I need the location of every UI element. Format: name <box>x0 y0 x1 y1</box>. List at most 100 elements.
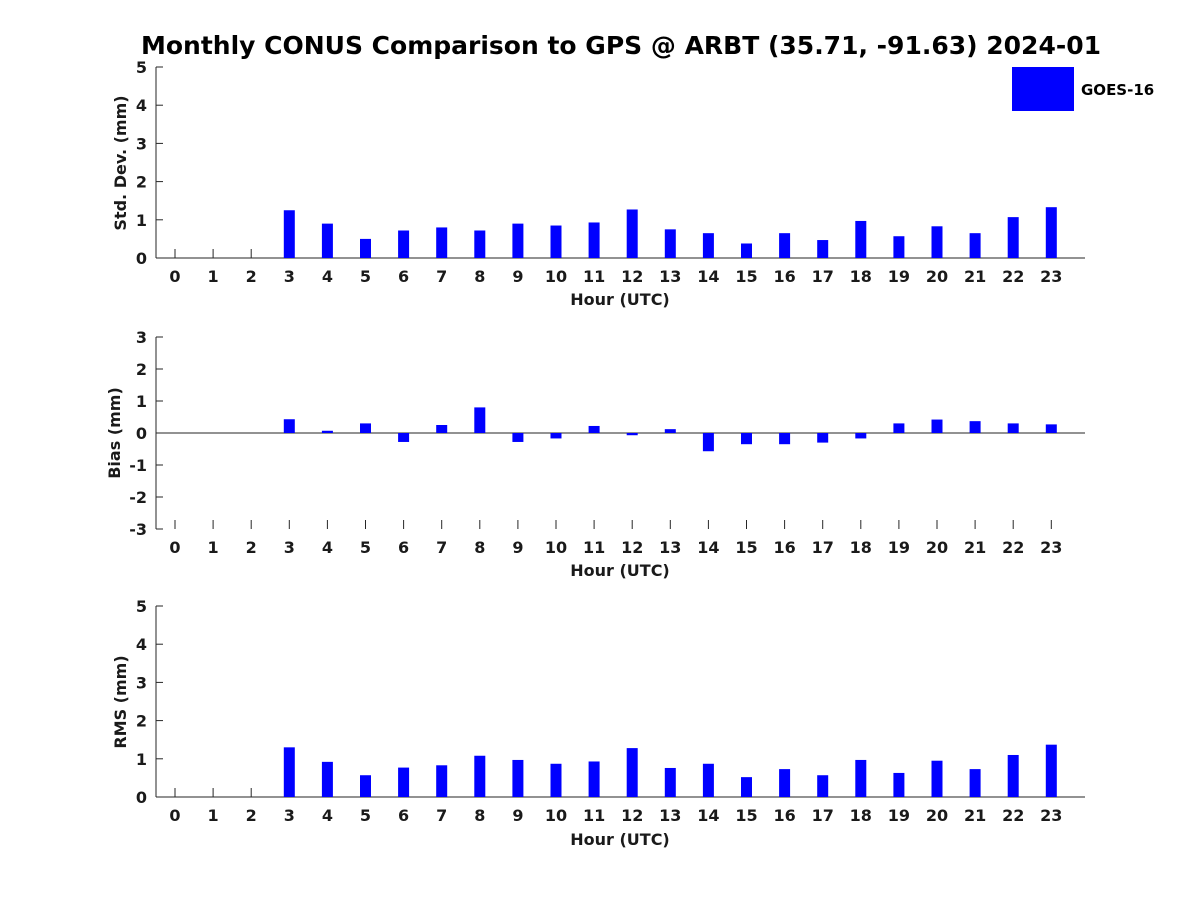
panel-bias-xtick-label: 15 <box>735 538 757 557</box>
panel-rms-bar <box>588 761 600 797</box>
panel-std-dev-xtick-label: 21 <box>964 267 986 286</box>
panel-rms-xtick-label: 10 <box>545 806 567 825</box>
panel-rms-bar <box>969 769 981 797</box>
panel-rms-xtick-label: 1 <box>208 806 219 825</box>
panel-rms-bar <box>779 769 791 797</box>
panel-std-dev-bar <box>436 227 448 258</box>
panel-std-dev-ytick-label: 4 <box>136 96 147 115</box>
panel-bias-bar <box>664 429 676 433</box>
panel-rms-ytick-label: 5 <box>136 597 147 616</box>
panel-bias-xtick-label: 0 <box>169 538 180 557</box>
panel-std-dev-bar <box>588 222 600 258</box>
panel-bias-bar <box>893 423 905 433</box>
panel-std-dev-xtick-label: 3 <box>284 267 295 286</box>
panel-std-dev-bar <box>512 223 524 258</box>
panel-std-dev-bar <box>931 226 943 258</box>
panel-std-dev-bar <box>779 233 791 258</box>
panel-rms-bar <box>817 775 829 797</box>
panel-rms-bar <box>283 747 295 797</box>
panel-rms-ytick-label: 4 <box>136 635 147 654</box>
panel-rms-ytick-label: 0 <box>136 788 147 807</box>
panel-rms-xtick-label: 22 <box>1002 806 1024 825</box>
panel-std-dev-xtick-label: 19 <box>888 267 910 286</box>
panel-std-dev-xtick-label: 22 <box>1002 267 1024 286</box>
panel-rms-xtick-label: 11 <box>583 806 605 825</box>
panel-bias-ytick-label: -1 <box>129 456 147 475</box>
panel-std-dev-xtick-label: 9 <box>512 267 523 286</box>
panel-std-dev-xtick-label: 18 <box>850 267 872 286</box>
panel-std-dev-bar <box>1007 217 1019 258</box>
legend: GOES-16 <box>1012 67 1154 111</box>
panel-std-dev-xtick-label: 12 <box>621 267 643 286</box>
panel-rms-xtick-label: 12 <box>621 806 643 825</box>
panel-bias-bar <box>360 423 371 433</box>
panel-std-dev-bar <box>626 209 638 258</box>
panel-std-dev-bar <box>855 220 867 258</box>
panel-std-dev-xtick-label: 13 <box>659 267 681 286</box>
panel-std-dev-bar <box>817 240 829 258</box>
panel-rms-xtick-label: 17 <box>812 806 834 825</box>
panel-std-dev-bar <box>283 210 295 258</box>
panel-bias-ytick-label: -2 <box>129 488 147 507</box>
panel-bias-xtick-label: 14 <box>697 538 719 557</box>
panel-rms-xtick-label: 5 <box>360 806 371 825</box>
panel-std-dev-bar <box>969 233 981 258</box>
panel-std-dev-xtick-label: 15 <box>735 267 757 286</box>
panel-bias-bar <box>626 433 638 436</box>
panel-std-dev-ytick-label: 1 <box>136 211 147 230</box>
panel-rms-bar <box>741 777 752 797</box>
panel-bias-xtick-label: 23 <box>1040 538 1062 557</box>
panel-rms-xtick-label: 18 <box>850 806 872 825</box>
panel-bias-xtick-label: 4 <box>322 538 333 557</box>
panel-rms-bar <box>702 763 714 797</box>
panel-bias-bar <box>474 407 486 433</box>
panel-rms-xlabel: Hour (UTC) <box>570 830 670 849</box>
panel-rms-bar <box>436 765 448 797</box>
panel-rms-bar <box>855 759 867 797</box>
panel-rms-bar <box>893 772 905 797</box>
panel-bias-xtick-label: 20 <box>926 538 948 557</box>
panel-bias-xtick-label: 9 <box>512 538 523 557</box>
panel-rms-xtick-label: 0 <box>169 806 180 825</box>
panel-bias-xtick-label: 16 <box>773 538 795 557</box>
panel-std-dev-bar <box>741 243 752 258</box>
panel-bias-xtick-label: 2 <box>246 538 257 557</box>
panel-rms-bar <box>474 755 486 797</box>
panel-std-dev-ytick-label: 5 <box>136 58 147 77</box>
panel-bias-ytick-label: 2 <box>136 360 147 379</box>
panel-bias-xtick-label: 12 <box>621 538 643 557</box>
panel-std-dev-xtick-label: 11 <box>583 267 605 286</box>
panel-rms-xtick-label: 15 <box>735 806 757 825</box>
panel-bias-xtick-label: 3 <box>284 538 295 557</box>
panel-rms-xtick-label: 23 <box>1040 806 1062 825</box>
panel-bias-xtick-label: 13 <box>659 538 681 557</box>
legend-label: GOES-16 <box>1081 81 1154 99</box>
panel-rms-bar <box>1045 744 1057 797</box>
panel-std-dev-bar <box>702 233 714 258</box>
legend-swatch <box>1012 67 1074 111</box>
panel-std-dev-xtick-label: 1 <box>208 267 219 286</box>
panel-rms-bar <box>1007 754 1019 797</box>
panel-bias-ytick-label: -3 <box>129 520 147 539</box>
panel-bias-xtick-label: 8 <box>474 538 485 557</box>
panel-rms-xtick-label: 2 <box>246 806 257 825</box>
panel-rms-bar <box>398 767 410 797</box>
panel-rms-bar <box>321 761 333 797</box>
panel-rms-xtick-label: 6 <box>398 806 409 825</box>
panel-rms-xtick-label: 16 <box>773 806 795 825</box>
panel-bias-xtick-label: 17 <box>812 538 834 557</box>
panel-bias-bar <box>436 425 448 433</box>
panel-bias-xtick-label: 1 <box>208 538 219 557</box>
panel-rms-bar <box>626 748 638 797</box>
panel-bias-bar <box>321 430 333 433</box>
panel-bias-ytick-label: 1 <box>136 392 147 411</box>
panel-std-dev-bar <box>550 225 562 258</box>
panel-bias-bar <box>1007 423 1019 433</box>
panel-std-dev-xtick-label: 23 <box>1040 267 1062 286</box>
panel-bias-ytick-label: 0 <box>136 424 147 443</box>
panel-std-dev-bar <box>398 230 410 258</box>
panel-bias-xtick-label: 11 <box>583 538 605 557</box>
